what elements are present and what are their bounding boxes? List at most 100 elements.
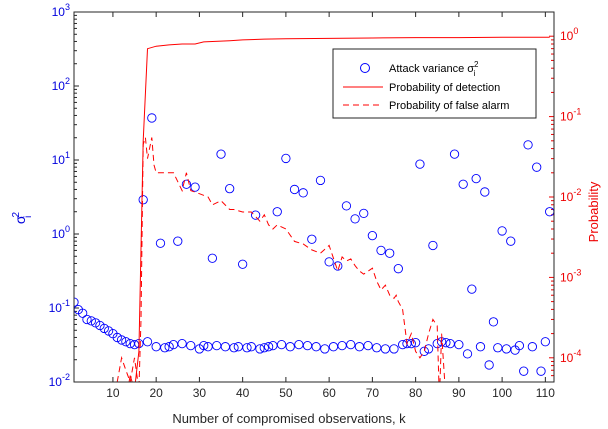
right-tick-label: 10-1 <box>560 107 581 124</box>
variance-point <box>250 210 261 220</box>
variance-point <box>480 187 490 197</box>
variance-point <box>428 240 438 251</box>
x-axis-ticks: 10 20 30 40 50 60 70 80 90 100 110 <box>106 12 555 400</box>
variance-point <box>419 346 429 356</box>
left-axis-label-subscript: i <box>23 216 34 218</box>
left-axis-label-superscript: 2 <box>11 211 22 217</box>
variance-point <box>82 314 92 325</box>
right-tick-label: 10-3 <box>560 267 581 284</box>
variance-point <box>164 342 174 352</box>
variance-point <box>116 335 127 345</box>
variance-point <box>385 248 395 258</box>
right-tick-label: 10-2 <box>560 187 581 204</box>
variance-point <box>181 179 192 189</box>
x-tick-label: 80 <box>409 386 423 400</box>
detection-line <box>128 36 550 382</box>
variance-point <box>289 184 300 195</box>
variance-point <box>255 344 265 354</box>
left-tick-label: 103 <box>52 2 70 19</box>
x-tick-label: 20 <box>149 386 163 400</box>
variance-point <box>519 366 529 376</box>
variance-point <box>506 236 516 246</box>
variance-point <box>281 153 291 164</box>
variance-point <box>199 340 209 351</box>
variance-point <box>242 343 252 353</box>
variance-point <box>359 208 369 219</box>
variance-point <box>121 337 131 347</box>
variance-point <box>216 149 226 159</box>
left-axis-label-sigma: σ <box>12 215 28 224</box>
variance-point <box>237 259 248 269</box>
legend-false-alarm-label: Probability of false alarm <box>389 100 509 112</box>
left-tick-exponent: -1 <box>62 298 70 308</box>
x-tick-label: 100 <box>492 386 512 400</box>
variance-point <box>307 234 317 244</box>
variance-point <box>341 201 352 211</box>
left-tick-label: 101 <box>52 150 70 167</box>
variance-point <box>363 340 373 351</box>
variance-point <box>350 214 360 224</box>
left-tick-base: 10 <box>49 301 63 315</box>
legend-scatter-marker <box>360 63 370 73</box>
right-tick-base: 10 <box>560 190 574 204</box>
right-tick-exponent: -1 <box>573 107 581 117</box>
variance-point <box>415 159 425 169</box>
variance-point <box>173 236 183 246</box>
left-tick-base: 10 <box>49 375 63 389</box>
left-tick-exponent: 1 <box>65 150 70 160</box>
variance-point <box>449 149 460 159</box>
left-tick-label: 10-2 <box>49 372 70 389</box>
left-tick-base: 10 <box>52 79 66 93</box>
right-axis-label: Probability <box>586 181 601 242</box>
right-tick-base: 10 <box>560 29 574 43</box>
right-tick-base: 10 <box>560 270 574 284</box>
variance-point <box>462 349 473 359</box>
variance-point <box>155 238 166 248</box>
variance-point <box>471 173 481 184</box>
variance-point <box>536 366 546 376</box>
x-tick-label: 60 <box>322 386 336 400</box>
left-tick-base: 10 <box>52 5 66 19</box>
variance-point <box>523 140 533 150</box>
variance-point <box>298 188 308 198</box>
variance-point <box>315 175 326 186</box>
legend: Attack variance σ2 i Probability of detec… <box>332 48 537 119</box>
variance-point <box>160 343 170 353</box>
right-tick-base: 10 <box>560 351 574 365</box>
right-tick-exponent: -3 <box>573 267 581 277</box>
variance-point <box>497 226 507 236</box>
variance-point <box>263 342 274 352</box>
variance-point <box>86 316 96 326</box>
right-tick-exponent: -4 <box>573 348 581 358</box>
variance-point <box>527 342 538 352</box>
plot-area <box>74 36 554 382</box>
false-alarm-line <box>116 137 446 382</box>
variance-point <box>393 264 403 274</box>
left-tick-exponent: 0 <box>65 224 70 234</box>
variance-point <box>324 257 334 267</box>
variance-point <box>285 342 295 352</box>
variance-point <box>376 245 386 256</box>
variance-point <box>458 179 468 189</box>
left-tick-label: 100 <box>52 224 70 241</box>
variance-point <box>346 339 356 350</box>
left-tick-base: 10 <box>52 227 66 241</box>
x-tick-label: 40 <box>236 386 250 400</box>
variance-point <box>488 317 499 327</box>
x-axis-label: Number of compromised observations, k <box>172 411 406 426</box>
legend-scatter-label: Attack variance σ2 i <box>389 60 479 78</box>
variance-point <box>276 339 287 350</box>
left-tick-label: 10-1 <box>49 298 70 315</box>
left-tick-exponent: 2 <box>65 76 70 86</box>
variance-point <box>207 253 218 263</box>
left-tick-base: 10 <box>52 153 66 167</box>
legend-box <box>332 48 537 119</box>
variance-point <box>272 207 282 217</box>
variance-point <box>454 339 464 350</box>
variance-point <box>177 338 187 349</box>
variance-point <box>389 344 399 354</box>
variance-point <box>467 284 477 294</box>
